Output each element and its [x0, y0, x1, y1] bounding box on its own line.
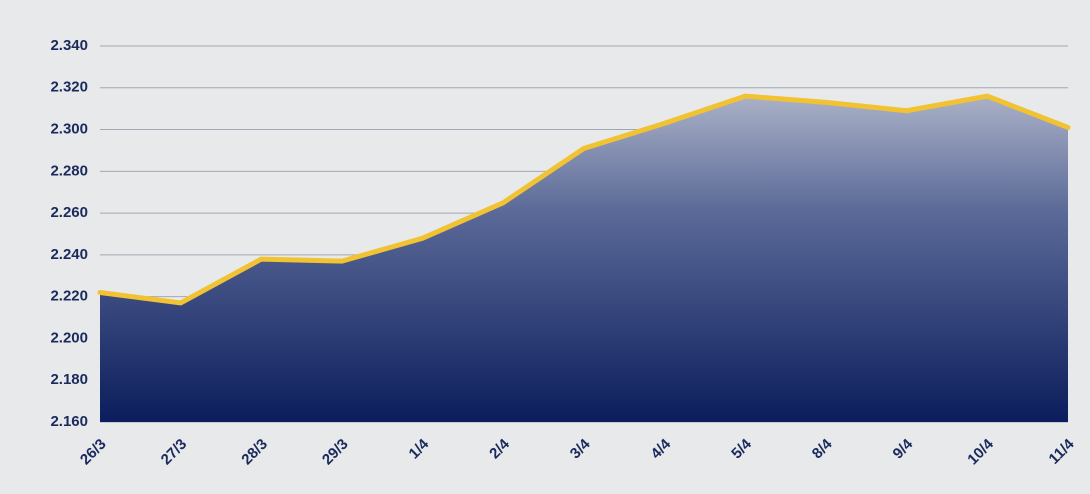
y-tick-label: 2.200: [50, 329, 88, 346]
y-tick-label: 2.340: [50, 37, 88, 54]
y-tick-label: 2.280: [50, 162, 88, 179]
x-tick-label: 10/4: [964, 435, 997, 468]
y-tick-label: 2.240: [50, 246, 88, 263]
plot-area: [97, 93, 1071, 422]
x-tick-label: 29/3: [319, 436, 352, 469]
x-tick-label: 28/3: [238, 436, 271, 469]
y-tick-label: 2.160: [50, 413, 88, 430]
x-tick-label: 9/4: [890, 435, 917, 462]
y-tick-label: 2.300: [50, 121, 88, 138]
x-tick-label: 5/4: [728, 435, 755, 462]
x-tick-label: 4/4: [648, 435, 675, 462]
x-tick-label: 3/4: [567, 435, 594, 462]
area-fill: [100, 96, 1068, 422]
x-tick-label: 2/4: [486, 435, 513, 462]
x-tick-label: 8/4: [809, 435, 836, 462]
y-tick-label: 2.260: [50, 204, 88, 221]
line: [97, 93, 1071, 306]
x-tick-label: 26/3: [77, 436, 110, 469]
x-tick-label: 1/4: [406, 435, 433, 462]
x-tick-label: 27/3: [158, 436, 191, 469]
y-tick-label: 2.180: [50, 371, 88, 388]
y-tick-label: 2.220: [50, 288, 88, 305]
y-tick-label: 2.320: [50, 79, 88, 96]
x-tick-label: 11/4: [1046, 435, 1079, 468]
